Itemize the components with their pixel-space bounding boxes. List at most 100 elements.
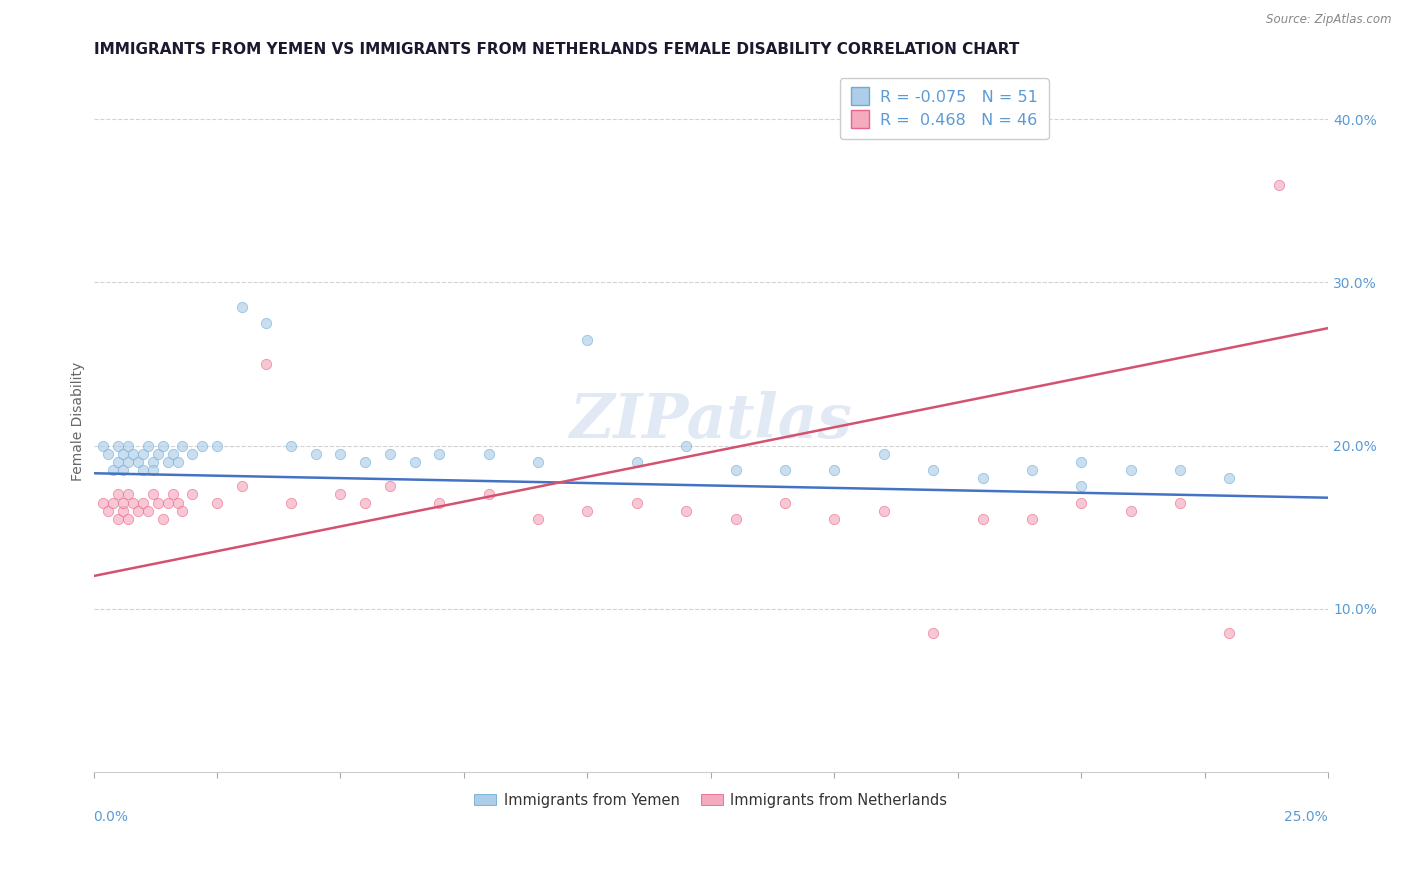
Point	[107, 438, 129, 452]
Point	[1218, 626, 1240, 640]
Point	[117, 512, 139, 526]
Point	[117, 487, 139, 501]
Point	[972, 471, 994, 485]
Point	[166, 455, 188, 469]
Point	[112, 463, 135, 477]
Point	[1119, 504, 1142, 518]
Point	[172, 504, 194, 518]
Point	[205, 438, 228, 452]
Point	[117, 455, 139, 469]
Point	[675, 438, 697, 452]
Point	[1021, 512, 1043, 526]
Point	[427, 447, 450, 461]
Point	[142, 455, 165, 469]
Point	[162, 447, 184, 461]
Point	[1021, 463, 1043, 477]
Point	[873, 504, 896, 518]
Point	[478, 447, 501, 461]
Point	[172, 438, 194, 452]
Point	[205, 495, 228, 509]
Point	[280, 495, 302, 509]
Point	[103, 463, 125, 477]
Point	[576, 333, 599, 347]
Point	[132, 495, 155, 509]
Point	[97, 504, 120, 518]
Point	[1070, 455, 1092, 469]
Point	[1168, 495, 1191, 509]
Point	[404, 455, 426, 469]
Point	[132, 447, 155, 461]
Point	[1119, 463, 1142, 477]
Point	[127, 455, 149, 469]
Point	[93, 495, 115, 509]
Point	[117, 438, 139, 452]
Y-axis label: Female Disability: Female Disability	[72, 361, 86, 481]
Point	[305, 447, 328, 461]
Point	[107, 487, 129, 501]
Point	[127, 504, 149, 518]
Point	[107, 455, 129, 469]
Point	[1070, 495, 1092, 509]
Point	[873, 447, 896, 461]
Point	[427, 495, 450, 509]
Point	[166, 495, 188, 509]
Point	[1268, 178, 1291, 192]
Point	[378, 447, 401, 461]
Point	[254, 357, 277, 371]
Point	[1218, 471, 1240, 485]
Point	[626, 455, 648, 469]
Point	[136, 504, 159, 518]
Point	[626, 495, 648, 509]
Text: IMMIGRANTS FROM YEMEN VS IMMIGRANTS FROM NETHERLANDS FEMALE DISABILITY CORRELATI: IMMIGRANTS FROM YEMEN VS IMMIGRANTS FROM…	[94, 42, 1019, 57]
Point	[142, 463, 165, 477]
Point	[181, 487, 204, 501]
Point	[823, 512, 845, 526]
Point	[191, 438, 214, 452]
Text: 25.0%: 25.0%	[1285, 810, 1329, 824]
Point	[1070, 479, 1092, 493]
Point	[112, 447, 135, 461]
Point	[136, 438, 159, 452]
Point	[354, 455, 377, 469]
Point	[329, 447, 352, 461]
Point	[922, 463, 945, 477]
Text: 0.0%: 0.0%	[94, 810, 128, 824]
Text: ZIPatlas: ZIPatlas	[569, 391, 852, 451]
Point	[112, 504, 135, 518]
Point	[93, 438, 115, 452]
Point	[254, 316, 277, 330]
Legend: Immigrants from Yemen, Immigrants from Netherlands: Immigrants from Yemen, Immigrants from N…	[468, 787, 953, 814]
Point	[773, 463, 796, 477]
Point	[107, 512, 129, 526]
Point	[231, 479, 253, 493]
Point	[378, 479, 401, 493]
Point	[231, 300, 253, 314]
Point	[146, 447, 169, 461]
Point	[527, 512, 550, 526]
Point	[122, 447, 145, 461]
Point	[576, 504, 599, 518]
Point	[478, 487, 501, 501]
Point	[823, 463, 845, 477]
Point	[156, 495, 179, 509]
Point	[152, 438, 174, 452]
Point	[152, 512, 174, 526]
Point	[156, 455, 179, 469]
Point	[97, 447, 120, 461]
Point	[1168, 463, 1191, 477]
Point	[162, 487, 184, 501]
Point	[329, 487, 352, 501]
Point	[354, 495, 377, 509]
Point	[280, 438, 302, 452]
Point	[724, 463, 747, 477]
Point	[527, 455, 550, 469]
Point	[773, 495, 796, 509]
Point	[122, 495, 145, 509]
Point	[922, 626, 945, 640]
Point	[132, 463, 155, 477]
Point	[675, 504, 697, 518]
Point	[972, 512, 994, 526]
Point	[142, 487, 165, 501]
Point	[724, 512, 747, 526]
Point	[146, 495, 169, 509]
